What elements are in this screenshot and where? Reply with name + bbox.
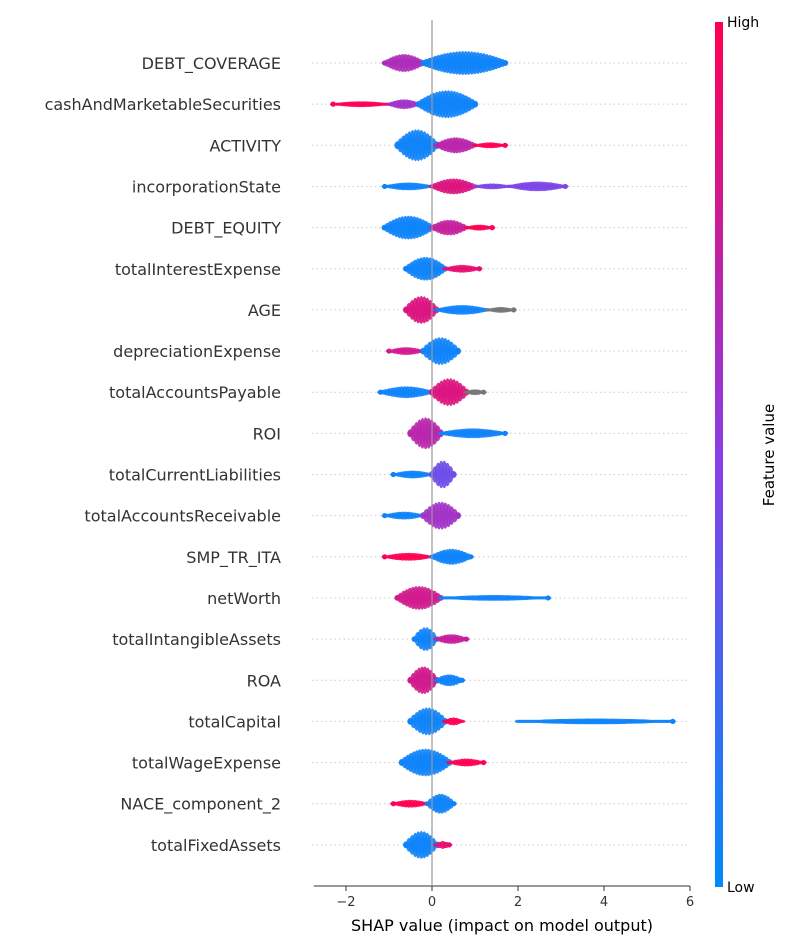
x-axis-title: SHAP value (impact on model output) — [351, 916, 653, 935]
feature-row: DEBT_EQUITY — [171, 215, 690, 240]
shap-point-min — [399, 759, 405, 766]
shap-point-max — [511, 307, 517, 313]
feature-label: totalFixedAssets — [151, 836, 281, 855]
shap-point-max — [455, 348, 461, 354]
shap-point-max — [459, 677, 465, 683]
feature-row: ROA — [247, 666, 690, 695]
colorbar-title: Feature value — [760, 404, 778, 506]
feature-label: ROI — [253, 424, 281, 443]
feature-row: totalWageExpense — [132, 748, 690, 777]
feature-label: totalCurrentLiabilities — [109, 466, 281, 485]
shap-point-min — [382, 513, 388, 519]
feature-row: NACE_component_2 — [120, 793, 690, 815]
shap-point-max — [455, 513, 461, 519]
shap-point-max — [463, 636, 469, 642]
feature-label: cashAndMarketableSecurities — [45, 95, 281, 114]
shap-point-min — [407, 718, 414, 725]
shap-point-min — [382, 554, 388, 560]
feature-label: ACTIVITY — [209, 136, 281, 155]
shap-point-min — [382, 225, 388, 231]
feature-label: DEBT_COVERAGE — [142, 54, 281, 74]
feature-label: AGE — [248, 301, 281, 320]
shap-point-min — [407, 677, 414, 683]
shap-point-min — [395, 142, 401, 148]
shap-point-max — [502, 142, 508, 148]
shap-point-max — [489, 225, 495, 231]
shap-point-max — [472, 101, 478, 107]
shap-point-min — [403, 842, 409, 848]
feature-rows: DEBT_COVERAGE cashAndMarketableSecurities… — [45, 51, 690, 859]
shap-point-max — [545, 595, 551, 601]
x-tick-label: 2 — [514, 895, 522, 910]
shap-point-min — [386, 348, 392, 354]
shap-point-min — [403, 307, 409, 313]
feature-row: SMP_TR_ITA — [186, 548, 690, 568]
shap-point-max — [481, 389, 487, 395]
feature-row: cashAndMarketableSecurities — [45, 90, 690, 119]
shap-point-min — [377, 389, 383, 395]
shap-point-max — [562, 183, 568, 190]
feature-label: totalCapital — [188, 712, 281, 731]
shap-point-min — [395, 595, 401, 601]
feature-label: SMP_TR_ITA — [186, 548, 281, 568]
shap-point-max — [450, 801, 457, 807]
shap-point-min — [330, 101, 336, 107]
feature-row: AGE — [248, 295, 690, 324]
shap-point-max — [481, 759, 487, 766]
shap-point-max — [476, 266, 482, 272]
x-tick-label: 4 — [600, 895, 608, 910]
shap-point-min — [382, 60, 388, 66]
shap-point-min — [382, 183, 388, 190]
colorbar-high-label: High — [727, 15, 759, 31]
feature-row: netWorth — [207, 585, 690, 610]
shap-point-min — [403, 266, 409, 272]
feature-label: netWorth — [207, 589, 281, 608]
colorbar-gradient — [715, 22, 723, 887]
shap-point-min — [390, 801, 396, 807]
x-tick-label: 0 — [428, 895, 436, 910]
feature-label: NACE_component_2 — [120, 795, 281, 815]
feature-label: totalIntangibleAssets — [112, 630, 281, 649]
feature-label: totalAccountsReceivable — [84, 507, 281, 526]
feature-row: ROI — [253, 417, 690, 450]
shap-point-min — [407, 430, 414, 436]
x-tick-label: −2 — [336, 895, 355, 910]
feature-row: totalAccountsPayable — [109, 378, 690, 407]
feature-label: ROA — [247, 671, 281, 690]
feature-row: totalInterestExpense — [115, 256, 690, 281]
colorbar-low-label: Low — [727, 880, 755, 896]
feature-label: DEBT_EQUITY — [171, 219, 281, 239]
x-tick-label: 6 — [686, 895, 694, 910]
feature-row: totalIntangibleAssets — [112, 627, 690, 651]
shap-point-max — [670, 718, 676, 725]
feature-label: incorporationState — [132, 177, 281, 196]
shap-point-min — [390, 471, 396, 478]
shap-point-max — [468, 554, 474, 560]
feature-row: DEBT_COVERAGE — [142, 51, 690, 75]
shap-point-max — [450, 471, 457, 478]
feature-label: totalWageExpense — [132, 754, 281, 773]
feature-row: totalCapital — [188, 707, 690, 736]
feature-row: totalCurrentLiabilities — [109, 460, 690, 489]
feature-label: totalAccountsPayable — [109, 383, 281, 402]
feature-label: totalInterestExpense — [115, 260, 281, 279]
feature-row: ACTIVITY — [209, 129, 690, 162]
feature-row: depreciationExpense — [113, 337, 690, 365]
feature-label: depreciationExpense — [113, 342, 281, 361]
feature-row: totalFixedAssets — [151, 830, 690, 859]
colorbar: High Low Feature value — [715, 15, 778, 896]
shap-point-max — [502, 60, 508, 66]
feature-row: totalAccountsReceivable — [84, 501, 690, 530]
shap-point-max — [446, 842, 452, 848]
shap-point-max — [502, 430, 508, 436]
feature-row: incorporationState — [132, 177, 690, 196]
shap-point-min — [412, 636, 418, 642]
shap-point — [458, 719, 466, 724]
x-axis: −2 0 2 4 6 — [313, 20, 694, 910]
